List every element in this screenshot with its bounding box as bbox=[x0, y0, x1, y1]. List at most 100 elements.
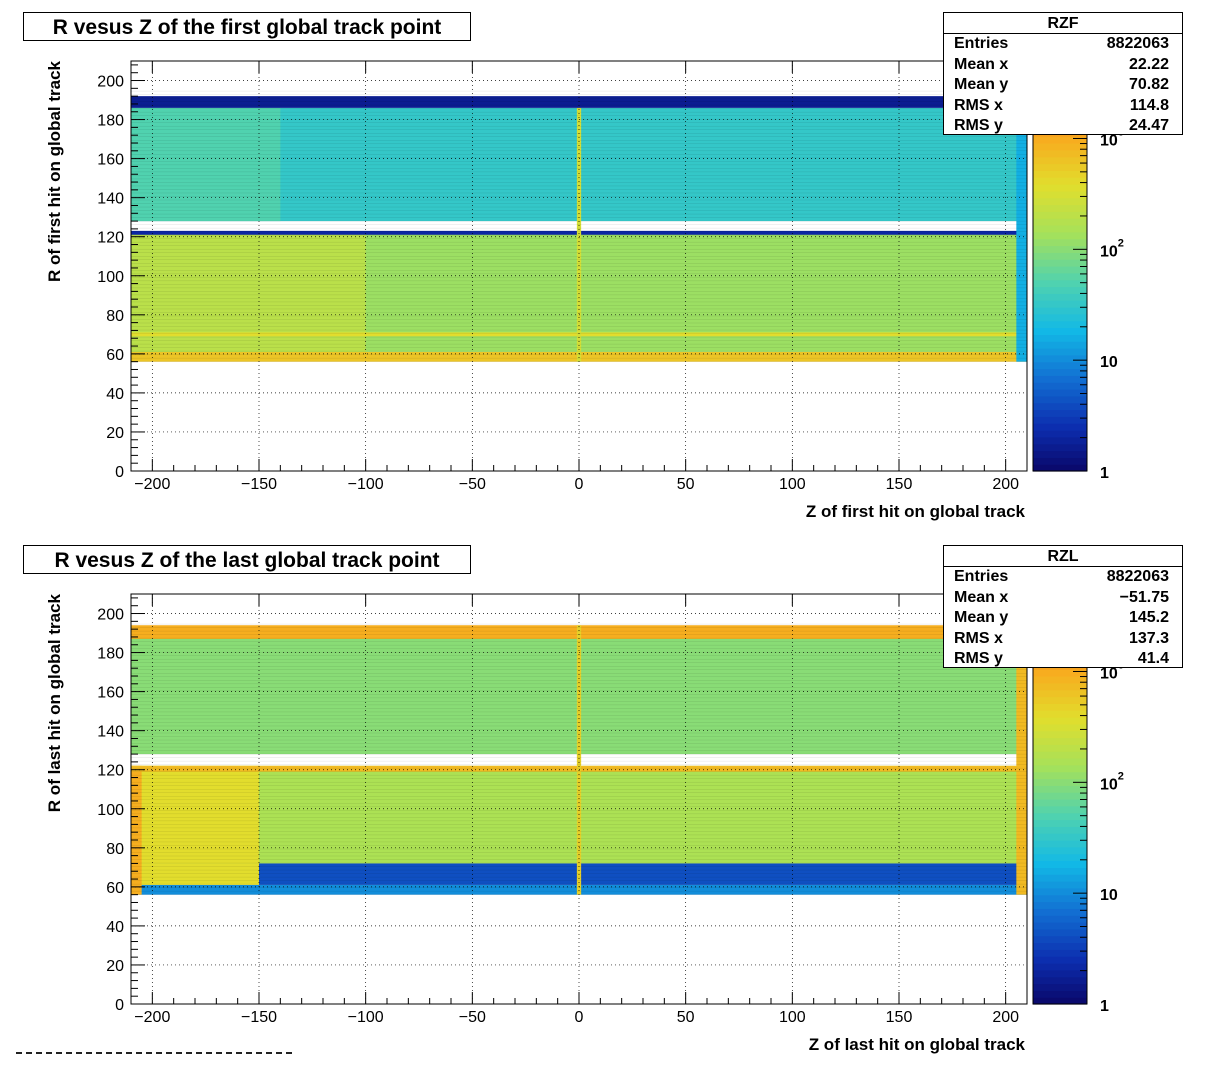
palette-cell bbox=[1033, 867, 1087, 875]
palette-cell bbox=[1033, 136, 1087, 144]
heatmap-plot-rzl: −200 −150 −100 −50 0 50 100 150 200 0 20 40 60 80 100 1… bbox=[45, 593, 1124, 1054]
palette-cell bbox=[1033, 341, 1087, 349]
palette-cell bbox=[1033, 464, 1087, 472]
y-tick-label: 160 bbox=[97, 685, 124, 702]
y-tick-label: 80 bbox=[106, 841, 124, 858]
stats-value: 137.3 bbox=[1128, 629, 1169, 647]
density-region bbox=[131, 765, 142, 895]
palette-cell bbox=[1033, 778, 1087, 786]
z-tick-exponent: 2 bbox=[1118, 770, 1124, 782]
palette-cell bbox=[1033, 833, 1087, 841]
density-region bbox=[1016, 625, 1027, 895]
x-tick-label: 50 bbox=[677, 1009, 695, 1026]
y-tick-label: 100 bbox=[97, 269, 124, 286]
palette-cell bbox=[1033, 143, 1087, 151]
y-tick-label: 60 bbox=[106, 347, 124, 364]
y-tick-label: 160 bbox=[97, 152, 124, 169]
density-region bbox=[576, 625, 582, 895]
stats-value: 41.4 bbox=[1137, 650, 1169, 667]
palette-cell bbox=[1033, 327, 1087, 335]
y-axis-label: R of first hit on global track bbox=[45, 60, 64, 282]
z-tick-label: 102 bbox=[1100, 770, 1124, 793]
palette-cell bbox=[1033, 689, 1087, 698]
palette-cell bbox=[1033, 860, 1087, 868]
palette-cell bbox=[1033, 771, 1087, 780]
footer-dashed-mark bbox=[16, 1052, 292, 1058]
histogram-panel-rzf: −200 −150 −100 −50 0 50 100 150 200 0 20 40 60 80 100 1… bbox=[23, 12, 1183, 521]
stats-key: Entries bbox=[954, 35, 1009, 52]
stats-row-entries: Entries 8822063 bbox=[944, 567, 1182, 588]
x-tick-label: 200 bbox=[992, 1009, 1019, 1026]
palette-cell bbox=[1033, 717, 1087, 725]
z-tick-label: 10 bbox=[1100, 887, 1118, 904]
palette-cell bbox=[1033, 416, 1087, 424]
palette-cell bbox=[1033, 744, 1087, 752]
palette-cell bbox=[1033, 354, 1087, 363]
palette-cell bbox=[1033, 915, 1087, 923]
histogram-panel-rzl: −200 −150 −100 −50 0 50 100 150 200 0 20 40 60 80 100 1… bbox=[0, 533, 1219, 1066]
z-tick-exponent: 2 bbox=[1118, 237, 1124, 249]
x-axis-label: Z of last hit on global track bbox=[809, 1035, 1026, 1054]
palette-cell bbox=[1033, 300, 1087, 308]
palette-cell bbox=[1033, 901, 1087, 909]
stats-row-mean-y: Mean y 70.82 bbox=[944, 75, 1182, 96]
palette-cell bbox=[1033, 245, 1087, 253]
stats-key: RMS y bbox=[954, 117, 1003, 134]
x-tick-label: 50 bbox=[677, 476, 695, 493]
stats-box: RZF Entries 8822063 Mean x 22.22 Mean y … bbox=[943, 12, 1183, 135]
stats-value: 114.8 bbox=[1129, 96, 1169, 114]
palette-cell bbox=[1033, 320, 1087, 329]
x-tick-label: 200 bbox=[992, 476, 1019, 493]
palette-cell bbox=[1033, 184, 1087, 192]
palette-cell bbox=[1033, 874, 1087, 882]
y-tick-label: 200 bbox=[97, 607, 124, 624]
stats-row-rms-x: RMS x 114.8 bbox=[944, 96, 1182, 117]
stats-key: Mean x bbox=[954, 588, 1009, 606]
palette-cell bbox=[1033, 785, 1087, 793]
density-region bbox=[259, 863, 1027, 885]
palette-cell bbox=[1033, 922, 1087, 930]
palette-cell bbox=[1033, 293, 1087, 301]
palette-cell bbox=[1033, 361, 1087, 370]
stats-key: Mean x bbox=[954, 55, 1009, 73]
palette-cell bbox=[1033, 990, 1087, 998]
palette-cell bbox=[1033, 266, 1087, 274]
x-tick-label: 150 bbox=[886, 1009, 913, 1026]
stats-name: RZF bbox=[944, 13, 1182, 34]
palette-cell bbox=[1033, 799, 1087, 807]
stats-row-entries: Entries 8822063 bbox=[944, 34, 1182, 55]
stats-key: Entries bbox=[954, 568, 1009, 585]
palette-cell bbox=[1033, 423, 1087, 431]
palette-cell bbox=[1033, 211, 1087, 219]
palette-cell bbox=[1033, 682, 1087, 691]
palette-cell bbox=[1033, 204, 1087, 212]
palette-cell bbox=[1033, 935, 1087, 944]
x-tick-label: −50 bbox=[459, 1009, 486, 1026]
palette-cell bbox=[1033, 430, 1087, 438]
palette-cell bbox=[1033, 928, 1087, 937]
stats-row-rms-y: RMS y 24.47 bbox=[944, 116, 1182, 137]
x-tick-label: 100 bbox=[779, 476, 806, 493]
stats-row-rms-y: RMS y 41.4 bbox=[944, 649, 1182, 670]
palette-cell bbox=[1033, 969, 1087, 978]
y-tick-label: 40 bbox=[106, 386, 124, 403]
palette-cell bbox=[1033, 840, 1087, 848]
stats-value: −51.75 bbox=[1119, 588, 1169, 606]
palette-cell bbox=[1033, 197, 1087, 206]
palette-cell bbox=[1033, 949, 1087, 957]
stats-value: 22.22 bbox=[1128, 55, 1169, 73]
stats-key: RMS x bbox=[954, 629, 1003, 647]
palette-cell bbox=[1033, 976, 1087, 985]
y-tick-label: 80 bbox=[106, 308, 124, 325]
palette-cell bbox=[1033, 156, 1087, 165]
palette-cell bbox=[1033, 225, 1087, 233]
x-tick-label: −50 bbox=[459, 476, 486, 493]
y-axis-label: R of last hit on global track bbox=[45, 593, 64, 812]
z-tick-label: 1 bbox=[1100, 998, 1109, 1015]
stats-name: RZL bbox=[944, 546, 1182, 567]
z-tick-label: 102 bbox=[1100, 237, 1124, 260]
palette-cell bbox=[1033, 819, 1087, 827]
palette-cell bbox=[1033, 313, 1087, 322]
density-region bbox=[576, 107, 582, 362]
x-tick-label: 100 bbox=[779, 1009, 806, 1026]
